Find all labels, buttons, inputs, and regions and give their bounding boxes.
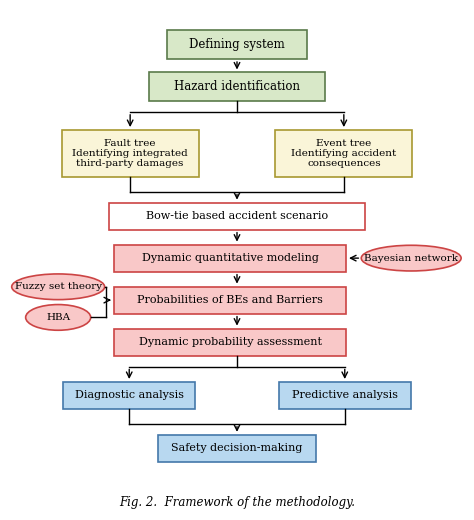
Text: Safety decision-making: Safety decision-making [171,444,303,453]
Ellipse shape [12,274,105,300]
FancyBboxPatch shape [114,244,346,272]
Text: Defining system: Defining system [189,38,285,51]
Text: Fuzzy set theory: Fuzzy set theory [15,282,102,291]
FancyBboxPatch shape [149,72,325,101]
Text: HBA: HBA [46,313,70,322]
Text: Predictive analysis: Predictive analysis [292,391,398,400]
FancyBboxPatch shape [62,130,199,177]
FancyBboxPatch shape [63,382,195,409]
Text: Event tree
Identifying accident
consequences: Event tree Identifying accident conseque… [291,138,396,168]
FancyBboxPatch shape [109,203,365,230]
Text: Fig. 2.  Framework of the methodology.: Fig. 2. Framework of the methodology. [119,496,355,509]
Text: Diagnostic analysis: Diagnostic analysis [75,391,184,400]
Ellipse shape [26,305,91,330]
Text: Bayesian network: Bayesian network [364,254,458,263]
Text: Probabilities of BEs and Barriers: Probabilities of BEs and Barriers [137,295,323,305]
FancyBboxPatch shape [167,30,307,59]
FancyBboxPatch shape [279,382,411,409]
Text: Dynamic quantitative modeling: Dynamic quantitative modeling [142,253,319,263]
Text: Hazard identification: Hazard identification [174,80,300,93]
FancyBboxPatch shape [114,287,346,314]
FancyBboxPatch shape [114,329,346,356]
Text: Bow-tie based accident scenario: Bow-tie based accident scenario [146,211,328,221]
Text: Fault tree
Identifying integrated
third-party damages: Fault tree Identifying integrated third-… [73,138,188,168]
FancyBboxPatch shape [158,435,316,462]
Ellipse shape [361,245,461,271]
FancyBboxPatch shape [275,130,412,177]
Text: Dynamic probability assessment: Dynamic probability assessment [138,337,321,347]
